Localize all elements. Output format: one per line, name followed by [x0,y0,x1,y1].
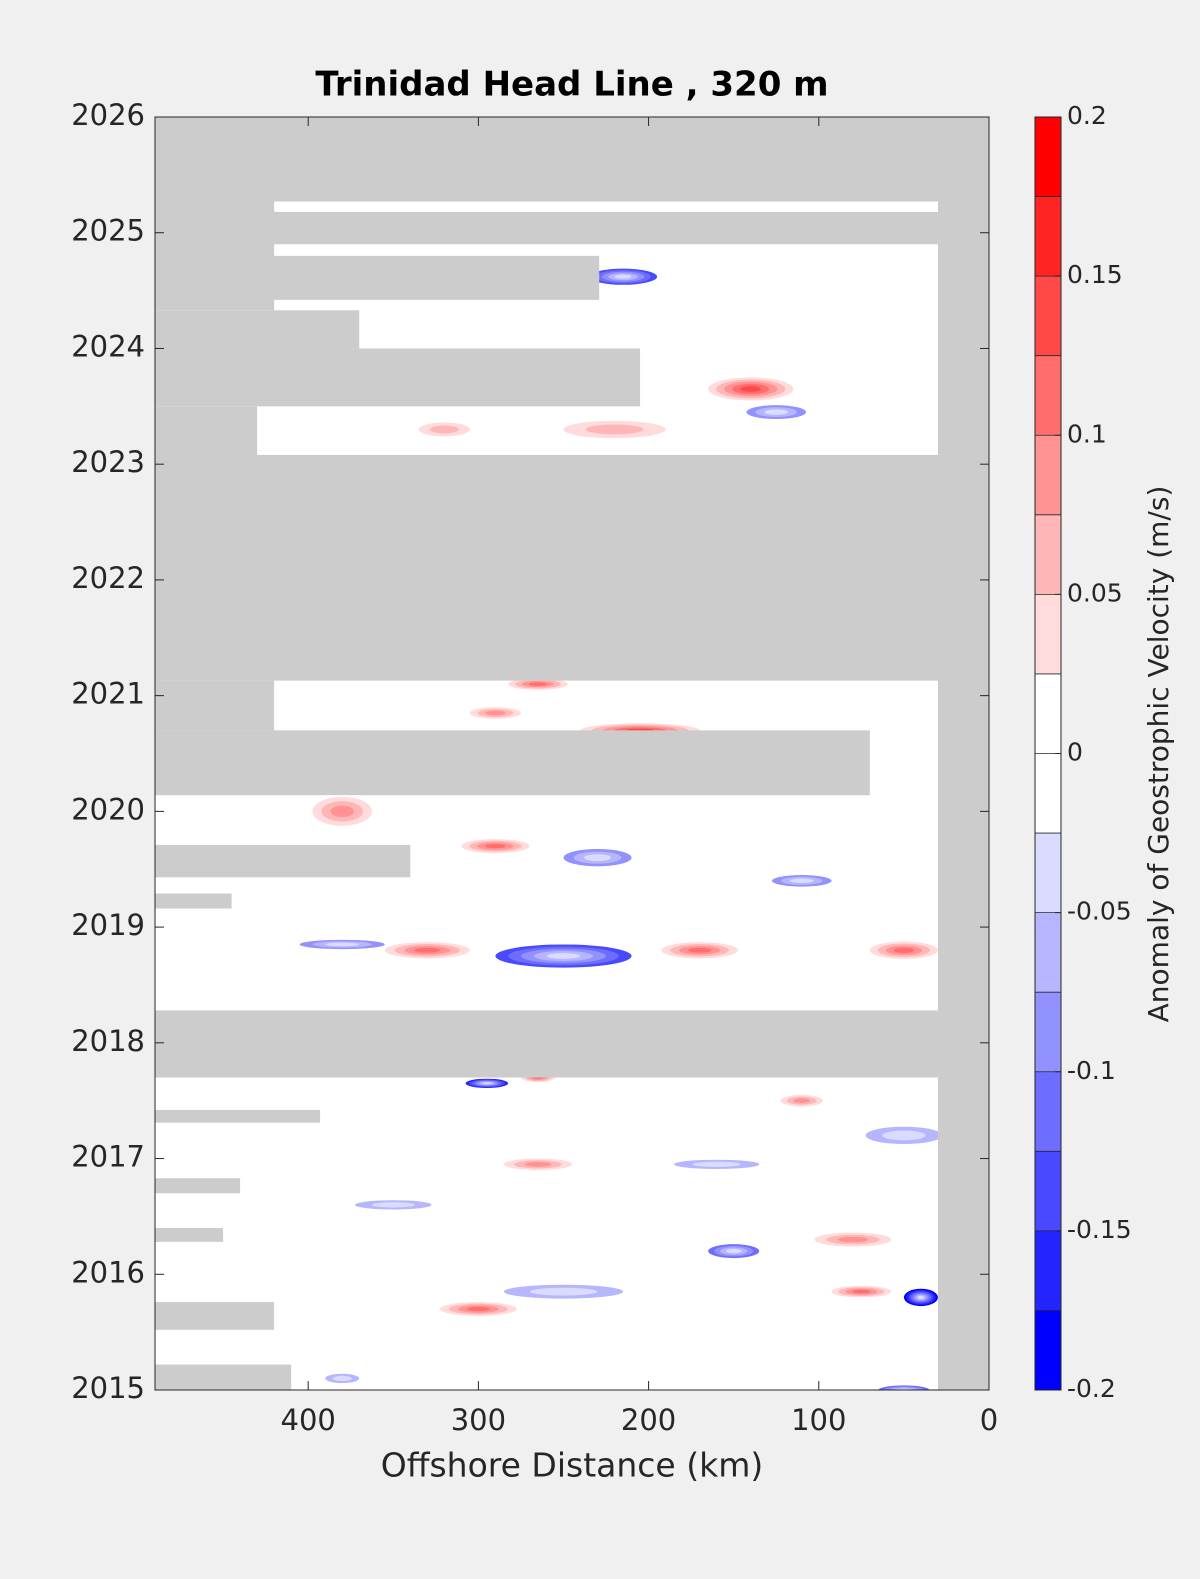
contour-blob [790,878,814,884]
colorbar-tick-label: -0.15 [1067,1215,1132,1244]
contour-blob [917,1295,924,1299]
no-data-region [155,730,870,796]
y-tick-label: 2018 [71,1024,145,1058]
y-tick-label: 2023 [71,445,145,479]
no-data-region [155,844,411,878]
y-tick-label: 2021 [71,677,145,711]
x-tick-label: 300 [451,1403,506,1437]
no-data-region [155,454,938,592]
contour-blob [585,424,644,435]
axes: 400 300 200 100 0 2015 2016 2017 2018 2019 2020 202… [71,98,1132,1437]
x-tick-label: 100 [791,1403,846,1437]
contour-blob [725,1249,742,1254]
colorbar-band [1035,196,1061,277]
contour-blob [692,1161,741,1167]
contour-blob [882,1130,926,1141]
colorbar-tick-label: -0.05 [1067,897,1132,926]
contour-blob [524,1162,552,1167]
contour-blob [529,1287,598,1296]
no-data-region [155,1010,938,1078]
contour-blob [614,274,632,279]
colorbar-band [1035,992,1061,1072]
contour-blob [793,1098,811,1103]
no-data-region [155,1364,292,1390]
no-data-region [155,310,360,349]
colorbar-band [1035,1151,1061,1231]
contour-blob [528,682,547,686]
colorbar-tick-label: 0.2 [1067,101,1107,130]
y-tick-label: 2022 [71,561,145,595]
no-data-region [937,117,989,1390]
no-data-region [155,406,258,455]
contour-blob [584,854,611,862]
no-data-region [155,680,275,731]
colorbar-band [1035,1230,1061,1311]
y-tick-label: 2020 [71,792,145,826]
x-tick-label: 200 [621,1403,676,1437]
colorbar-band [1035,514,1061,595]
contour-blob [414,947,441,953]
chart-title: Trinidad Head Line , 320 m [315,65,828,105]
contour-blob [546,953,581,959]
no-data-region [155,1178,241,1194]
contour-blob [482,1082,492,1085]
colorbar-band [1035,833,1061,913]
colorbar-band [1035,1071,1061,1152]
y-tick-label: 2019 [71,908,145,942]
y-tick-label: 2026 [71,98,145,132]
contour-blob [429,425,459,434]
y-tick-label: 2025 [71,214,145,248]
colorbar-tick-label: 0.1 [1067,419,1107,448]
y-tick-label: 2017 [71,1140,145,1174]
colorbar-band [1035,1310,1061,1390]
plot-frame [154,116,990,1391]
y-tick-label: 2016 [71,1255,145,1289]
contour-blob [893,947,915,953]
colorbar-label: Anomaly of Geostrophic Velocity (m/s) [1142,486,1175,1023]
contour-blob [852,1289,871,1294]
colorbar-band [1035,673,1061,754]
colorbar-tick-label: -0.2 [1067,1374,1116,1403]
x-tick-label: 0 [980,1403,998,1437]
no-data-region [155,255,600,300]
colorbar-tick-label: 0.05 [1067,578,1123,607]
colorbar-band [1035,276,1061,356]
colorbar-band [1035,753,1061,834]
colorbar-tick-label: -0.1 [1067,1056,1116,1085]
colorbar-band [1035,117,1061,197]
x-axis-label: Offshore Distance (km) [381,1446,763,1485]
contour-blob [325,942,359,947]
no-data-region [155,893,232,909]
no-data-region [155,1227,224,1242]
colorbar-band [1035,594,1061,674]
contour-blob [466,1306,490,1312]
field [155,117,989,1390]
no-data-region [155,117,989,202]
contour-blob [371,1202,415,1208]
no-data-region [155,1109,321,1123]
colorbar-band [1035,912,1061,993]
colorbar-band [1035,355,1061,436]
x-tick-label: 400 [281,1403,336,1437]
no-data-region [155,348,641,407]
no-data-region [155,211,938,245]
contour-blob [332,1375,352,1382]
colorbar-tick-label: 0 [1067,738,1083,767]
contour-blob [688,947,712,953]
no-data-region [155,591,938,681]
contour-blob [330,805,354,818]
contour-blob [740,386,762,392]
contour-blob [485,843,506,849]
colorbar-band [1035,435,1061,515]
y-tick-label: 2024 [71,329,145,363]
y-tick-label: 2015 [71,1371,145,1405]
contour-blob [764,409,788,415]
contour-blob [485,710,506,716]
no-data-region [155,1302,275,1330]
contour-blob [837,1236,868,1243]
colorbar-tick-label: 0.15 [1067,260,1123,289]
